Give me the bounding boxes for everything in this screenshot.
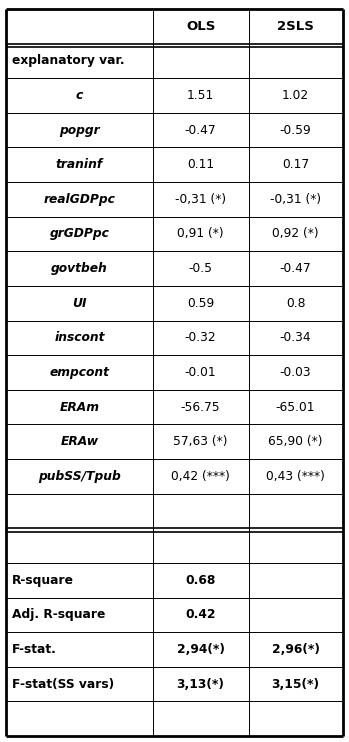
Text: realGDPpc: realGDPpc bbox=[44, 193, 116, 206]
Text: ERAw: ERAw bbox=[60, 436, 98, 448]
Text: UI: UI bbox=[72, 297, 87, 309]
Text: empcont: empcont bbox=[50, 366, 110, 379]
Text: 0,43 (***): 0,43 (***) bbox=[266, 470, 325, 483]
Text: -0.59: -0.59 bbox=[280, 124, 312, 137]
Text: F-stat.: F-stat. bbox=[12, 643, 57, 656]
Text: -0.01: -0.01 bbox=[185, 366, 216, 379]
Text: -0,31 (*): -0,31 (*) bbox=[175, 193, 226, 206]
Text: 3,15(*): 3,15(*) bbox=[272, 677, 320, 691]
Text: 0.68: 0.68 bbox=[185, 574, 216, 587]
Text: 3,13(*): 3,13(*) bbox=[177, 677, 224, 691]
Text: -0.32: -0.32 bbox=[185, 332, 216, 344]
Text: 0,42 (***): 0,42 (***) bbox=[171, 470, 230, 483]
Text: 57,63 (*): 57,63 (*) bbox=[173, 436, 228, 448]
Text: 2SLS: 2SLS bbox=[277, 20, 314, 33]
Text: -0.5: -0.5 bbox=[188, 262, 213, 275]
Text: -0.47: -0.47 bbox=[280, 262, 311, 275]
Text: F-stat(SS vars): F-stat(SS vars) bbox=[12, 677, 114, 691]
Text: -0.34: -0.34 bbox=[280, 332, 311, 344]
Text: 2,94(*): 2,94(*) bbox=[177, 643, 224, 656]
Text: pubSS/Tpub: pubSS/Tpub bbox=[38, 470, 121, 483]
Text: 0.17: 0.17 bbox=[282, 158, 309, 171]
Text: OLS: OLS bbox=[186, 20, 215, 33]
Text: 0.42: 0.42 bbox=[185, 608, 216, 621]
Text: -0.47: -0.47 bbox=[185, 124, 216, 137]
Text: traninf: traninf bbox=[56, 158, 103, 171]
Text: R-square: R-square bbox=[12, 574, 74, 587]
Text: 1.51: 1.51 bbox=[187, 89, 214, 102]
Text: 0,92 (*): 0,92 (*) bbox=[272, 228, 319, 240]
Text: -56.75: -56.75 bbox=[181, 401, 220, 413]
Text: inscont: inscont bbox=[54, 332, 105, 344]
Text: govtbeh: govtbeh bbox=[51, 262, 108, 275]
Text: 2,96(*): 2,96(*) bbox=[272, 643, 320, 656]
Text: Adj. R-square: Adj. R-square bbox=[12, 608, 105, 621]
Text: 65,90 (*): 65,90 (*) bbox=[268, 436, 323, 448]
Text: -0.03: -0.03 bbox=[280, 366, 311, 379]
Text: 1.02: 1.02 bbox=[282, 89, 309, 102]
Text: 0.8: 0.8 bbox=[286, 297, 305, 309]
Text: 0.59: 0.59 bbox=[187, 297, 214, 309]
Text: 0,91 (*): 0,91 (*) bbox=[177, 228, 224, 240]
Text: grGDPpc: grGDPpc bbox=[50, 228, 109, 240]
Text: -65.01: -65.01 bbox=[276, 401, 315, 413]
Text: popgr: popgr bbox=[59, 124, 100, 137]
Text: explanatory var.: explanatory var. bbox=[12, 54, 124, 68]
Text: 0.11: 0.11 bbox=[187, 158, 214, 171]
Text: c: c bbox=[76, 89, 83, 102]
Text: ERAm: ERAm bbox=[59, 401, 99, 413]
Text: -0,31 (*): -0,31 (*) bbox=[270, 193, 321, 206]
